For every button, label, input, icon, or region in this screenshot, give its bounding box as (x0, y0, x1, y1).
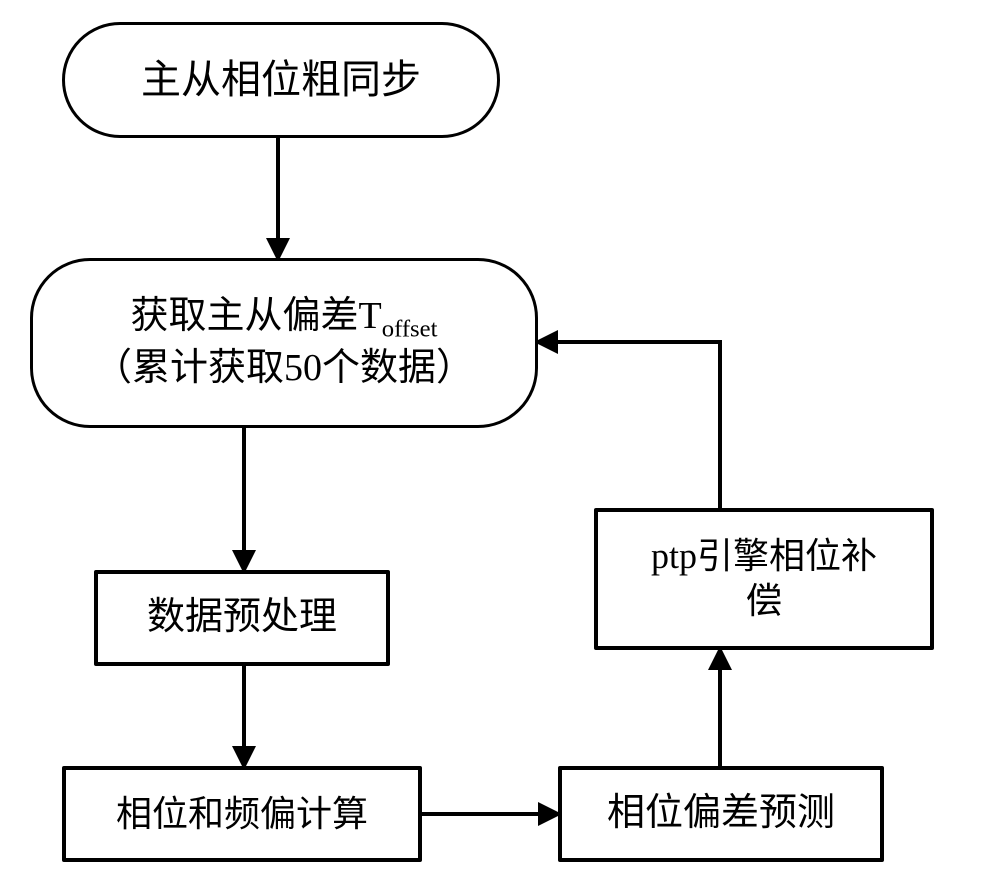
node-ptp-compensation: ptp引擎相位补 偿 (594, 508, 934, 650)
node-coarse-sync: 主从相位粗同步 (62, 22, 500, 138)
node-label: ptp引擎相位补 偿 (641, 530, 887, 628)
node-label: 相位和频偏计算 (106, 788, 378, 841)
node-phase-predict: 相位偏差预测 (558, 766, 884, 862)
node-phase-freq-calc: 相位和频偏计算 (62, 766, 422, 862)
flowchart-canvas: 主从相位粗同步 获取主从偏差Toffset（累计获取50个数据） 数据预处理 相… (0, 0, 1000, 896)
node-preprocess: 数据预处理 (94, 570, 390, 666)
node-label: 数据预处理 (137, 590, 347, 646)
node-label: 相位偏差预测 (597, 786, 845, 842)
node-label: 获取主从偏差Toffset（累计获取50个数据） (84, 289, 484, 397)
edge (538, 342, 720, 508)
node-label: 主从相位粗同步 (131, 51, 431, 109)
node-get-offset: 获取主从偏差Toffset（累计获取50个数据） (30, 258, 538, 428)
